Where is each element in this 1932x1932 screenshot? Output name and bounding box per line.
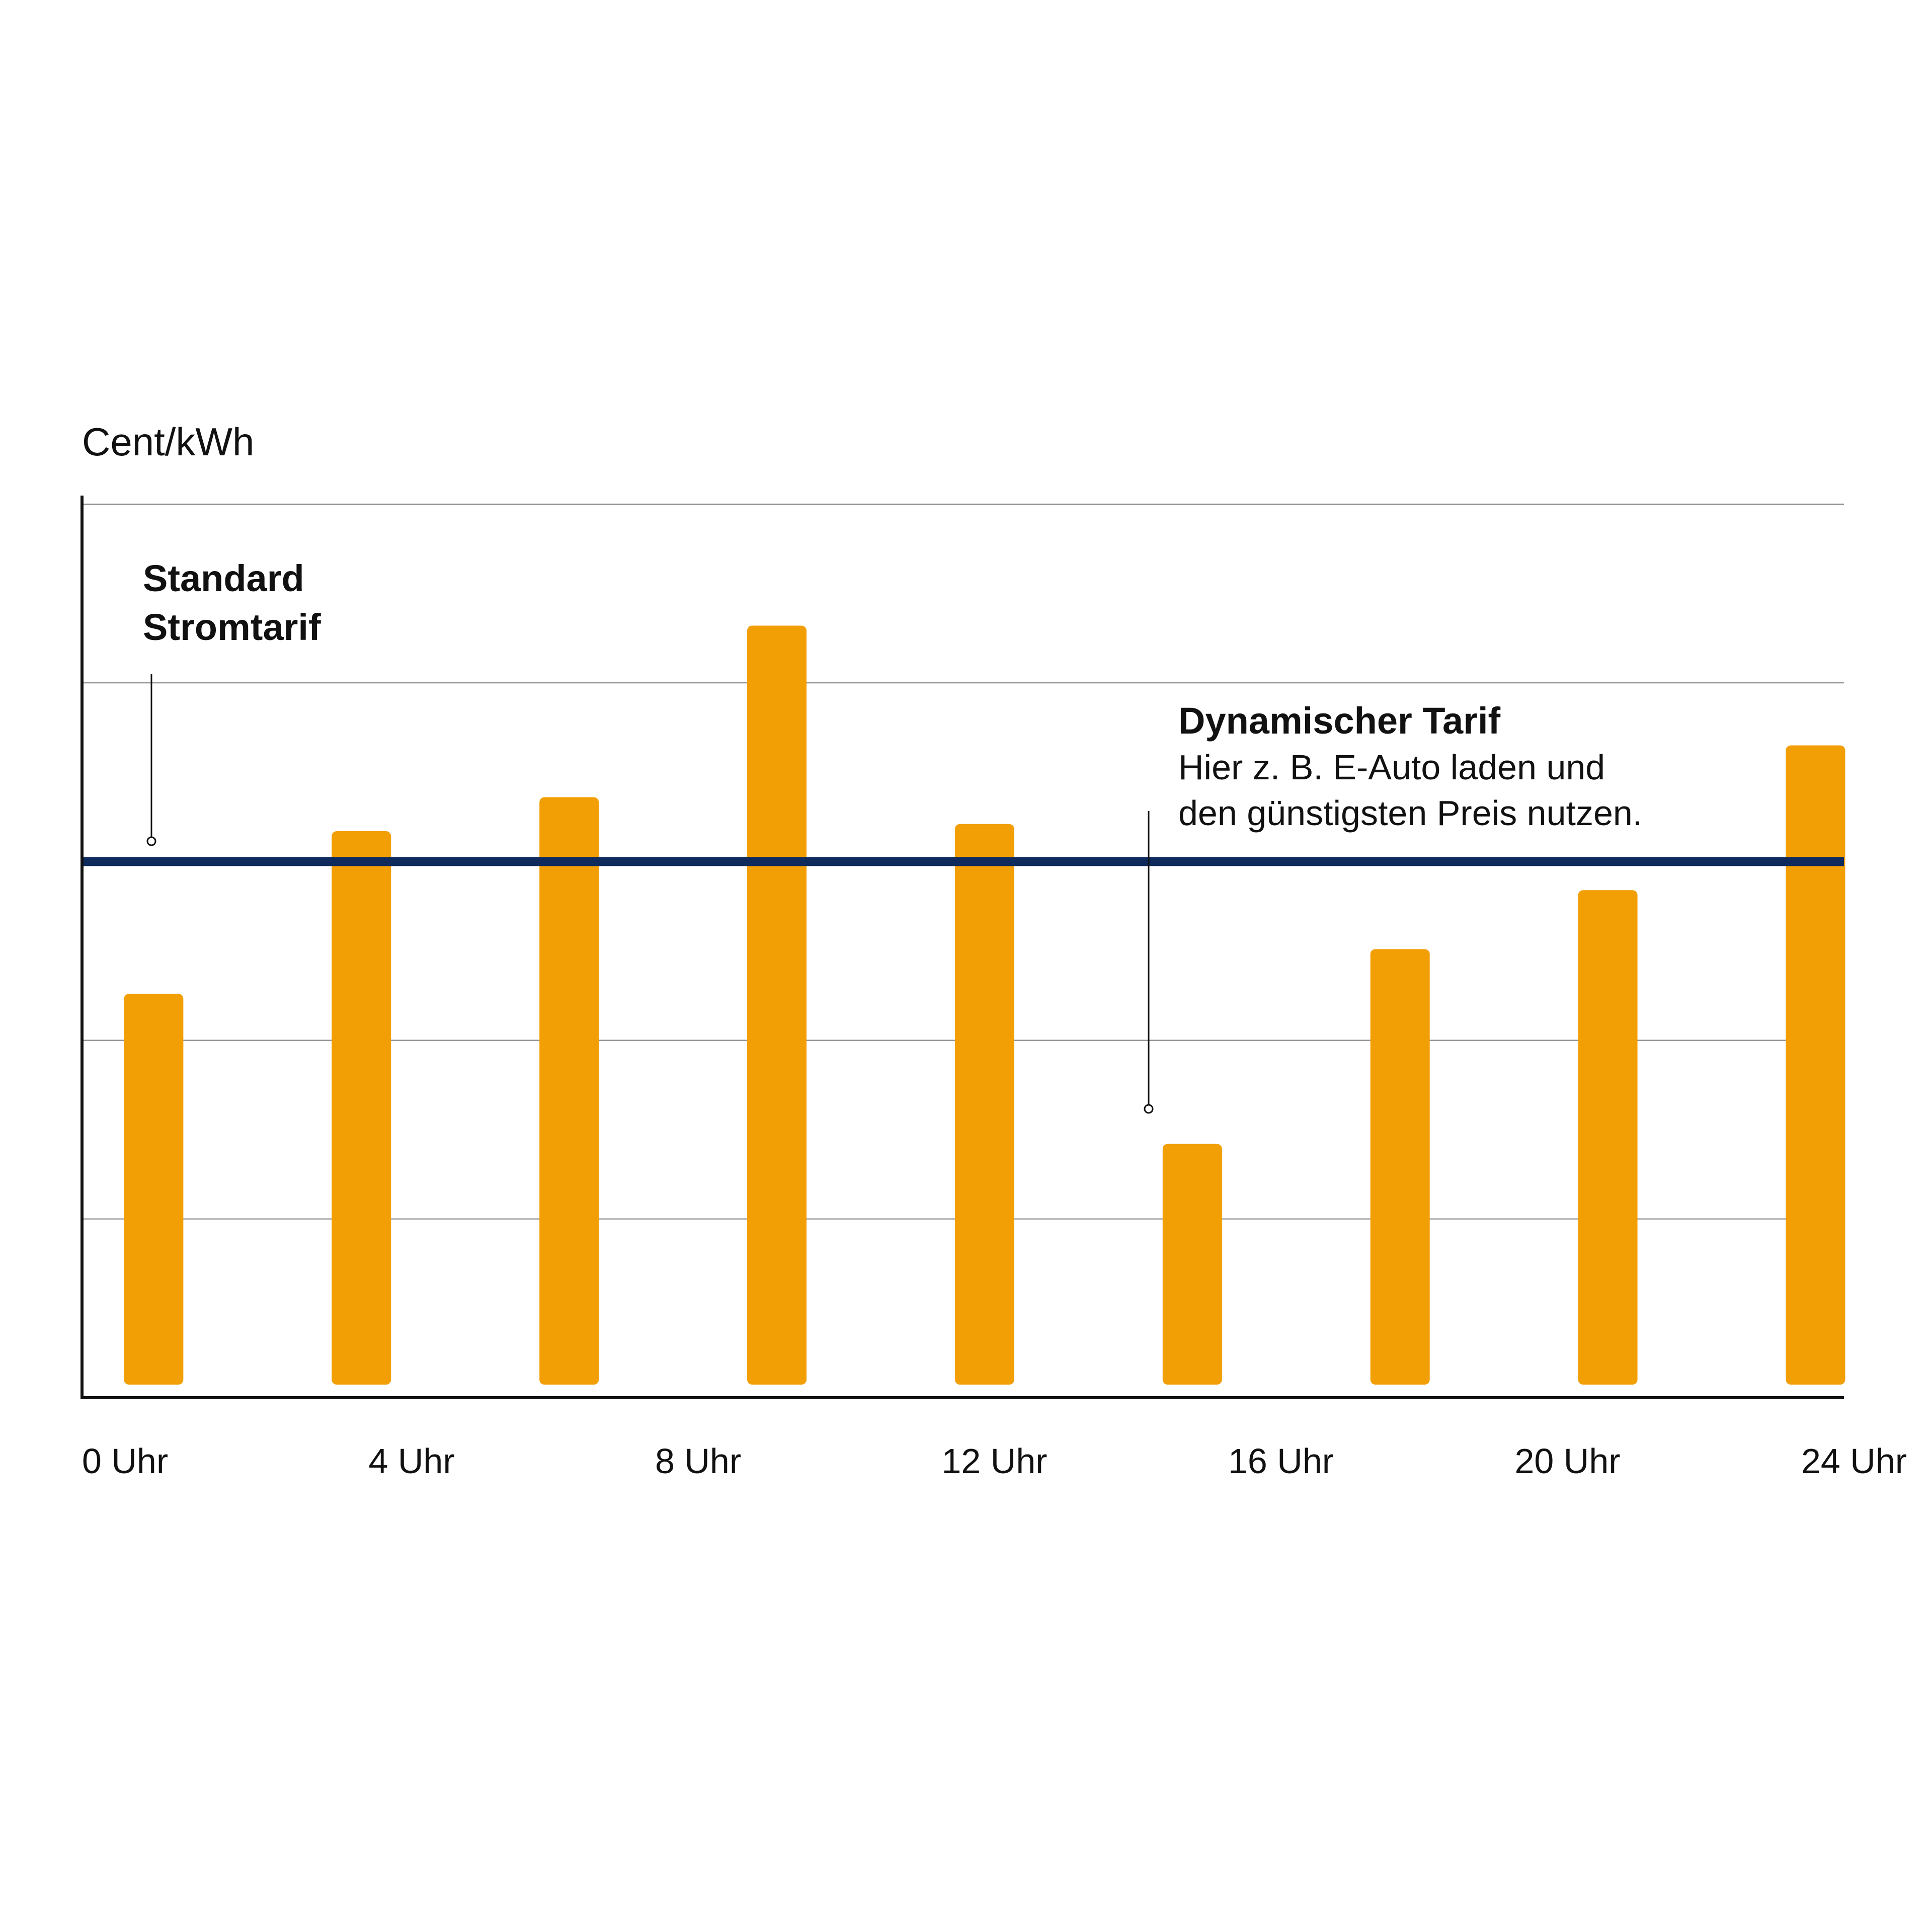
bar (1162, 1144, 1222, 1385)
x-tick-label: 0 Uhr (82, 1441, 168, 1481)
standard-leader-dot (146, 836, 156, 846)
bar (747, 625, 807, 1385)
bar (1578, 890, 1638, 1385)
bar (332, 831, 391, 1385)
dynamic-title: Dynamischer Tarif (1178, 700, 1501, 742)
x-tick-label: 8 Uhr (655, 1441, 741, 1481)
bar (1370, 949, 1430, 1385)
dynamic-line1: Hier z. B. E-Auto laden und (1178, 748, 1605, 787)
x-tick-label: 20 Uhr (1515, 1441, 1621, 1481)
bar (124, 994, 184, 1385)
x-tick-label: 12 Uhr (942, 1441, 1048, 1481)
standard-tariff-annotation: Standard Stromtarif (143, 557, 321, 846)
x-tick-label: 4 Uhr (369, 1441, 455, 1481)
dynamic-line2: den günstigsten Preis nutzen. (1178, 793, 1642, 833)
x-tick-label: 24 Uhr (1801, 1441, 1907, 1481)
standard-label-line1: Standard (143, 557, 304, 599)
bar (539, 797, 599, 1385)
standard-label-line2: Stromtarif (143, 606, 321, 648)
y-axis-unit-label: Cent/kWh (82, 420, 254, 464)
x-tick-label: 16 Uhr (1228, 1441, 1334, 1481)
bars (124, 625, 1845, 1385)
x-tick-labels: 0 Uhr 4 Uhr 8 Uhr 12 Uhr 16 Uhr 20 Uhr 24 Uhr (82, 1441, 1907, 1481)
dynamic-tariff-annotation: Dynamischer Tarif Hier z. B. E-Auto lade… (1144, 700, 1642, 1114)
bar (954, 824, 1014, 1385)
bar (1786, 745, 1845, 1385)
dynamic-leader-dot (1144, 1104, 1154, 1114)
